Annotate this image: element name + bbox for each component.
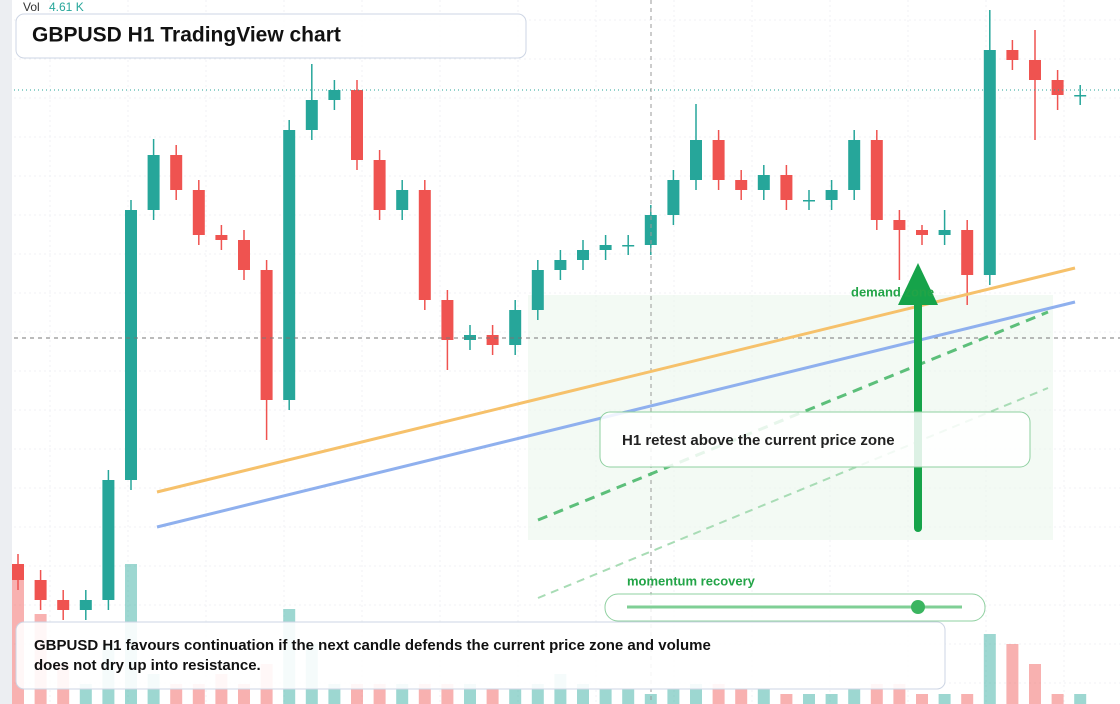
volume-bar	[1029, 664, 1041, 704]
candle-body	[238, 240, 250, 270]
candle-body	[599, 245, 612, 250]
candle-body	[351, 90, 363, 160]
candle-body	[396, 190, 409, 210]
candle-body	[938, 230, 951, 235]
candle-body	[644, 215, 657, 245]
candle-body	[803, 200, 815, 202]
volume-bar	[757, 689, 770, 704]
slider-thumb	[911, 600, 925, 614]
volume-bar	[509, 689, 522, 704]
volume-bar	[961, 694, 974, 704]
candle-body	[870, 140, 883, 220]
note-box	[15, 621, 946, 690]
volume-bar	[1074, 694, 1087, 704]
candle-body	[328, 90, 341, 100]
volume-bar	[780, 694, 793, 704]
candle-body	[735, 180, 748, 190]
candle-body	[667, 180, 680, 215]
candle-body	[780, 175, 793, 200]
chart-title: GBPUSD H1 TradingView chart	[32, 24, 341, 47]
candle-body	[893, 220, 906, 230]
projection	[537, 387, 1049, 599]
volume-value: 4.61 K	[49, 0, 84, 14]
volume-bar	[486, 689, 499, 704]
candle-body	[577, 250, 589, 260]
candle-body	[961, 230, 974, 275]
callout	[599, 411, 1031, 468]
candle-body	[12, 564, 24, 580]
candle-body	[418, 190, 431, 300]
candle-body	[690, 140, 702, 180]
candle-body	[305, 100, 318, 130]
volume-bar	[599, 689, 612, 704]
candle-body	[260, 270, 273, 400]
volume-bar	[848, 689, 861, 704]
title-box	[15, 13, 527, 59]
candle-body	[373, 160, 386, 210]
candle-body	[79, 600, 92, 610]
volume-bar	[735, 689, 748, 704]
arrow-head	[898, 263, 938, 305]
note-text: GBPUSD H1 favours continuation if the ne…	[34, 637, 711, 674]
candle-body	[57, 600, 70, 610]
annotation: demand zone	[851, 284, 934, 299]
volume-bar	[825, 694, 838, 704]
volume-bar	[1051, 694, 1064, 704]
volume-bar	[938, 694, 951, 704]
candle-body	[712, 140, 725, 180]
volume-bar	[803, 694, 815, 704]
left-strip	[0, 0, 12, 704]
volume-bar	[983, 634, 996, 704]
volume-bar	[622, 689, 635, 704]
candle-body	[170, 155, 183, 190]
candle-body	[192, 190, 205, 235]
candle-body	[622, 245, 635, 247]
candle-body	[147, 155, 160, 210]
candle-body	[1074, 95, 1087, 97]
candle-body	[1051, 80, 1064, 95]
annotation: momentum recovery	[627, 573, 756, 588]
callout-text: H1 retest above the current price zone	[622, 432, 895, 449]
volume-label: Vol	[23, 0, 40, 14]
candle-body	[531, 270, 544, 310]
candle-body	[441, 300, 454, 340]
candle-body	[486, 335, 499, 345]
candle-body	[554, 260, 567, 270]
candle-body	[509, 310, 522, 345]
candle-body	[1006, 50, 1019, 60]
candle-body	[125, 210, 137, 480]
candle-body	[848, 140, 861, 190]
volume-bar	[916, 694, 928, 704]
volume-bar	[667, 689, 680, 704]
candle-body	[825, 190, 838, 200]
candle-body	[757, 175, 770, 190]
candle-body	[1029, 60, 1041, 80]
volume-bar	[1006, 644, 1019, 704]
candle-body	[983, 50, 996, 275]
candle-body	[102, 480, 115, 600]
candle-body	[916, 230, 928, 235]
candle-body	[283, 130, 296, 400]
candle-body	[34, 580, 47, 600]
candle-body	[215, 235, 228, 240]
note: GBPUSD H1 favours continuation if the ne…	[34, 637, 711, 674]
candles	[12, 10, 1087, 620]
